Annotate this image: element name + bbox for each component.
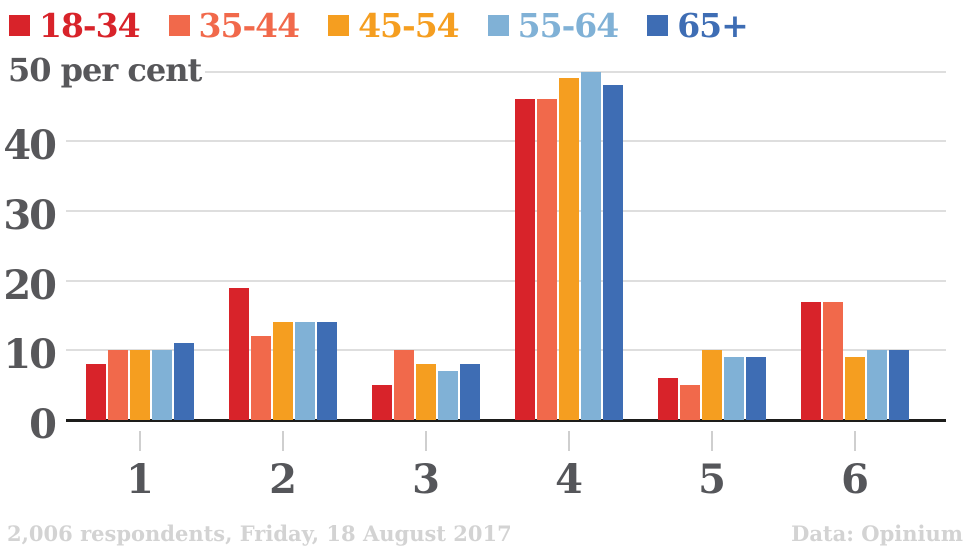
bar-65+-group-6: [889, 350, 909, 420]
bar-18-34-group-4: [515, 99, 535, 420]
bar-35-44-group-3: [394, 350, 414, 420]
bar-45-54-group-5: [702, 350, 722, 420]
bar-18-34-group-2: [229, 287, 249, 420]
bar-35-44-group-5: [680, 385, 700, 420]
bar-65+-group-3: [460, 364, 480, 420]
x-tick-label-4: 4: [555, 456, 583, 503]
legend-label: 45-54: [358, 6, 460, 45]
bar-35-44-group-6: [823, 301, 843, 420]
gridline-20: [66, 279, 946, 282]
gridline-10: [66, 349, 946, 352]
bar-55-64-group-1: [152, 350, 172, 420]
bar-65+-group-1: [174, 343, 194, 420]
bar-55-64-group-3: [438, 371, 458, 420]
bar-35-44-group-1: [108, 350, 128, 420]
chart-legend: 18-34 35-44 45-54 55-64 65+: [9, 9, 777, 42]
legend-item-18-34: 18-34: [9, 6, 141, 45]
bar-55-64-group-4: [581, 71, 601, 420]
legend-item-45-54: 45-54: [328, 6, 460, 45]
legend-swatch-icon: [487, 15, 509, 36]
x-axis-line: [66, 419, 946, 422]
bar-18-34-group-3: [372, 385, 392, 420]
legend-swatch-icon: [328, 15, 350, 36]
y-tick-label-20: 20: [3, 261, 57, 309]
gridline-40: [66, 140, 946, 143]
bar-55-64-group-5: [724, 357, 744, 420]
bar-18-34-group-1: [86, 364, 106, 420]
legend-swatch-icon: [647, 15, 669, 36]
bar-45-54-group-2: [273, 322, 293, 420]
bar-55-64-group-2: [295, 322, 315, 420]
x-tick-label-6: 6: [841, 456, 869, 503]
x-tick-label-5: 5: [698, 456, 726, 503]
legend-item-55-64: 55-64: [487, 6, 620, 45]
x-tick-1: [139, 431, 141, 451]
legend-label: 35-44: [198, 6, 301, 45]
gridline-50: [205, 70, 946, 73]
legend-swatch-icon: [9, 15, 30, 36]
bar-55-64-group-6: [867, 350, 887, 420]
y-tick-label-40: 40: [3, 122, 57, 170]
x-tick-label-3: 3: [412, 456, 440, 503]
footer-data-credit: Data: Opinium: [791, 521, 963, 546]
bar-18-34-group-6: [801, 301, 821, 420]
y-tick-label-10: 10: [3, 331, 57, 379]
legend-item-35-44: 35-44: [168, 6, 301, 45]
bar-45-54-group-6: [845, 357, 865, 420]
legend-label: 65+: [677, 6, 749, 45]
legend-item-65+: 65+: [647, 6, 749, 45]
bar-35-44-group-4: [537, 99, 557, 420]
footer-source-note: 2,006 respondents, Friday, 18 August 201…: [7, 521, 512, 546]
bar-65+-group-5: [746, 357, 766, 420]
x-tick-6: [854, 431, 856, 451]
x-tick-5: [711, 431, 713, 451]
bar-45-54-group-1: [130, 350, 150, 420]
y-tick-label-0: 0: [29, 401, 57, 448]
y-tick-label-30: 30: [3, 191, 57, 239]
bar-35-44-group-2: [251, 336, 271, 420]
gridline-30: [66, 209, 946, 212]
bar-18-34-group-5: [658, 378, 678, 420]
legend-label: 55-64: [517, 6, 620, 45]
legend-swatch-icon: [168, 15, 190, 36]
x-tick-2: [282, 431, 284, 451]
x-tick-3: [425, 431, 427, 451]
x-tick-label-1: 1: [126, 456, 154, 503]
bar-65+-group-4: [603, 85, 623, 420]
bar-45-54-group-3: [416, 364, 436, 420]
y-axis-top-label: 50 per cent: [8, 51, 202, 89]
bar-65+-group-2: [317, 322, 337, 420]
x-tick-label-2: 2: [269, 456, 297, 503]
legend-label: 18-34: [39, 6, 141, 45]
bar-45-54-group-4: [559, 78, 579, 420]
x-tick-4: [568, 431, 570, 451]
